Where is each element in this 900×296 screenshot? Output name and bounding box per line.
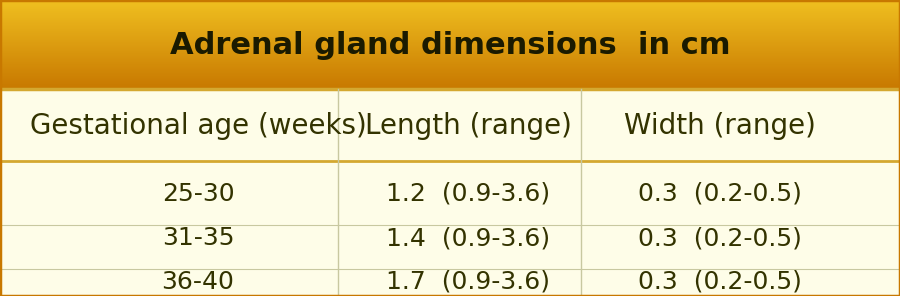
Bar xyxy=(0,56,900,57)
Bar xyxy=(0,48,900,49)
Bar xyxy=(0,43,900,44)
Text: Gestational age (weeks): Gestational age (weeks) xyxy=(30,112,366,140)
Bar xyxy=(0,29,900,30)
Bar xyxy=(0,71,900,72)
Bar xyxy=(0,225,900,268)
Bar xyxy=(0,61,900,62)
Bar xyxy=(0,67,900,68)
Bar xyxy=(0,49,900,50)
Bar xyxy=(0,59,900,60)
Bar xyxy=(0,12,900,13)
Bar xyxy=(0,51,900,52)
Text: 0.3  (0.2-0.5): 0.3 (0.2-0.5) xyxy=(638,182,802,206)
Bar xyxy=(0,62,900,63)
Bar xyxy=(0,0,900,1)
Text: 31-35: 31-35 xyxy=(162,226,234,250)
Bar xyxy=(0,27,900,28)
Bar xyxy=(0,84,900,86)
Bar xyxy=(0,54,900,56)
Bar xyxy=(0,9,900,10)
Bar xyxy=(0,6,900,7)
Bar xyxy=(0,79,900,80)
Bar xyxy=(0,42,900,43)
Bar xyxy=(0,83,900,84)
Bar xyxy=(0,1,900,2)
Bar xyxy=(0,73,900,74)
Bar xyxy=(0,57,900,58)
Bar xyxy=(0,75,900,77)
Bar xyxy=(0,21,900,22)
Bar xyxy=(0,7,900,8)
Bar xyxy=(0,70,900,71)
Text: 1.2  (0.9-3.6): 1.2 (0.9-3.6) xyxy=(386,182,550,206)
Bar xyxy=(0,39,900,40)
Bar xyxy=(0,64,900,65)
Bar xyxy=(0,63,900,64)
Bar xyxy=(0,37,900,38)
Bar xyxy=(0,82,900,83)
Bar xyxy=(0,52,900,53)
Text: Width (range): Width (range) xyxy=(624,112,816,140)
Bar xyxy=(0,80,900,81)
Bar xyxy=(0,40,900,41)
Bar xyxy=(0,20,900,21)
Text: Length (range): Length (range) xyxy=(364,112,572,140)
Bar xyxy=(0,58,900,59)
Bar xyxy=(0,74,900,75)
Bar xyxy=(0,16,900,17)
Bar xyxy=(0,32,900,33)
Bar xyxy=(0,41,900,42)
Text: Adrenal gland dimensions  in cm: Adrenal gland dimensions in cm xyxy=(170,31,730,60)
Bar xyxy=(0,81,900,82)
Bar xyxy=(0,31,900,32)
Bar xyxy=(0,78,900,79)
Text: 1.4  (0.9-3.6): 1.4 (0.9-3.6) xyxy=(386,226,550,250)
Text: 0.3  (0.2-0.5): 0.3 (0.2-0.5) xyxy=(638,226,802,250)
Bar xyxy=(0,18,900,19)
Bar xyxy=(0,38,900,39)
Bar xyxy=(0,68,900,69)
Bar xyxy=(0,30,900,31)
Text: 1.7  (0.9-3.6): 1.7 (0.9-3.6) xyxy=(386,270,550,294)
Bar xyxy=(0,3,900,4)
Bar xyxy=(0,19,900,20)
Bar xyxy=(0,17,900,18)
Bar xyxy=(0,44,900,46)
Bar xyxy=(0,46,900,48)
Bar xyxy=(0,60,900,61)
Text: 36-40: 36-40 xyxy=(162,270,234,294)
Bar xyxy=(0,4,900,6)
Bar xyxy=(0,53,900,54)
Bar xyxy=(0,69,900,70)
Bar xyxy=(0,77,900,78)
Bar xyxy=(0,50,900,51)
Bar xyxy=(0,13,900,15)
Bar xyxy=(0,88,900,89)
Bar xyxy=(0,22,900,23)
Text: 0.3  (0.2-0.5): 0.3 (0.2-0.5) xyxy=(638,270,802,294)
Bar xyxy=(0,34,900,36)
Bar xyxy=(0,10,900,11)
Bar xyxy=(0,11,900,12)
Bar xyxy=(0,86,900,88)
Bar xyxy=(0,33,900,34)
Bar xyxy=(0,65,900,67)
Text: 25-30: 25-30 xyxy=(162,182,234,206)
Bar xyxy=(0,72,900,73)
Bar xyxy=(0,25,900,27)
Bar xyxy=(0,181,900,223)
Bar xyxy=(0,2,900,3)
Bar xyxy=(0,36,900,37)
Bar xyxy=(0,89,900,296)
Bar xyxy=(0,8,900,9)
Bar xyxy=(0,268,900,296)
Bar xyxy=(0,23,900,25)
Bar xyxy=(0,28,900,29)
